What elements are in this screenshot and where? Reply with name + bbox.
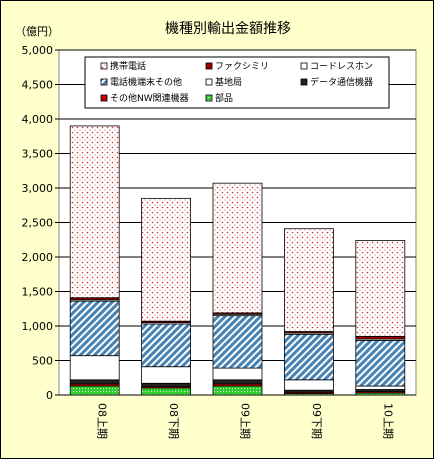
legend-swatch — [300, 78, 308, 86]
y-tick-label: 5,000 — [22, 44, 54, 57]
bar-segment — [283, 228, 334, 332]
x-tick-label: 08上期 — [96, 403, 109, 439]
legend-swatch — [205, 78, 213, 86]
x-tick-label: 10上期 — [381, 403, 394, 439]
x-tick-label: 09下期 — [310, 403, 323, 439]
legend-swatch — [300, 62, 308, 70]
bar-segment — [69, 385, 120, 396]
chart-title: 機種別輸出金額推移 — [165, 21, 291, 37]
bar-segment — [69, 125, 120, 299]
bar-segment — [355, 385, 406, 390]
legend-label: 電話機端末その他 — [110, 76, 182, 88]
legend-swatch — [100, 78, 108, 86]
y-tick-label: 4,500 — [22, 79, 54, 92]
legend-label: データ通信機器 — [310, 76, 373, 88]
x-tick-label: 09上期 — [239, 403, 252, 439]
bar-segment — [212, 367, 263, 381]
x-tick-label: 08下期 — [167, 403, 180, 439]
y-tick-label: 4,000 — [22, 113, 54, 126]
bar-segment — [283, 379, 334, 391]
bar-segment — [212, 385, 263, 396]
legend-label: 基地局 — [215, 76, 242, 88]
y-tick-label: 0 — [46, 389, 53, 402]
bar-segment — [355, 340, 406, 387]
bar-segment — [69, 300, 120, 357]
legend-label: 部品 — [215, 92, 233, 104]
bar-segment — [355, 240, 406, 337]
bar-segment — [355, 335, 406, 340]
bar-segment — [69, 355, 120, 381]
legend-label: 携帯電話 — [110, 60, 146, 72]
bar-segment — [212, 379, 263, 385]
y-tick-label: 1,000 — [22, 320, 54, 333]
bar-segment — [141, 387, 192, 396]
bar-segment — [141, 197, 192, 322]
legend-swatch — [100, 94, 108, 102]
legend-label: コードレスホン — [310, 61, 373, 72]
bar-segment — [212, 182, 263, 314]
y-tick-label: 2,000 — [22, 251, 54, 264]
y-tick-label: 500 — [32, 355, 53, 368]
legend-box — [84, 56, 390, 109]
legend-swatch — [205, 94, 213, 102]
bar-segment — [212, 315, 263, 369]
legend-label: ファクシミリ — [215, 61, 269, 72]
y-axis-tick-labels: 0 500 1,000 1,500 2,000 2,500 3,000 3,500 4,000 4… — [22, 44, 54, 402]
x-axis-tick-labels: 08上期 08下期 09上期 09下期 10上期 — [96, 403, 395, 439]
legend-label: その他NW関連機器 — [110, 92, 189, 104]
bar-segment — [141, 366, 192, 384]
bars — [69, 125, 406, 396]
bar-segment — [69, 379, 120, 385]
legend-swatch — [100, 62, 108, 70]
bar-segment — [283, 333, 334, 381]
y-tick-label: 2,500 — [22, 217, 54, 230]
y-tick-label: 3,500 — [22, 148, 54, 161]
y-axis-unit-label: （億円） — [15, 25, 59, 38]
bar-segment — [141, 323, 192, 368]
bar-segment — [141, 382, 192, 388]
y-tick-label: 1,500 — [22, 286, 54, 299]
y-tick-label: 3,000 — [22, 182, 54, 195]
legend-swatch — [205, 62, 213, 70]
